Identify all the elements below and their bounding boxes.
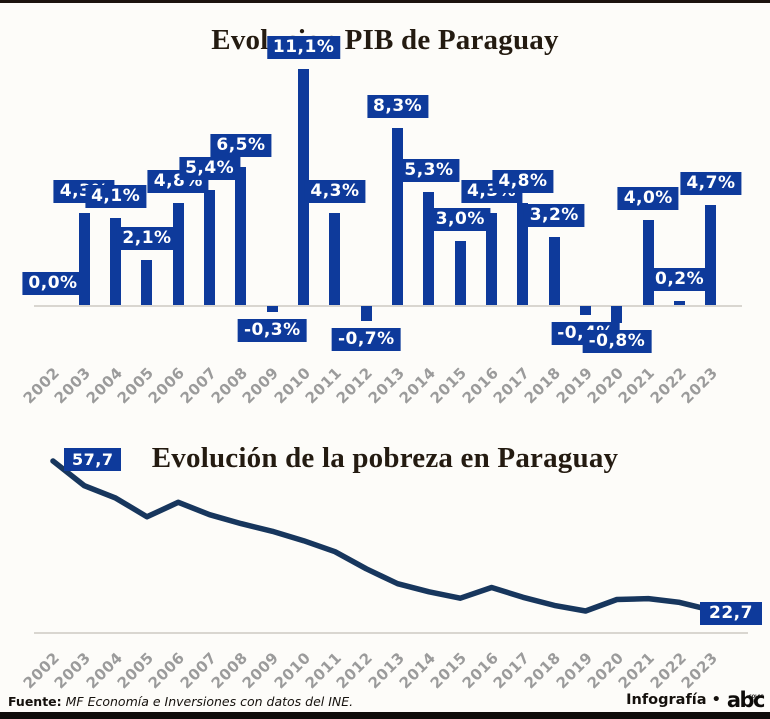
bar-value-2017: 4,8% [492, 169, 554, 193]
bar-2008 [235, 166, 247, 305]
bar-value-2010: 11,1% [266, 35, 341, 59]
bar-value-2020: -0,8% [582, 330, 652, 354]
poverty-line-series [50, 458, 714, 614]
bar-value-2013: 8,3% [367, 95, 429, 119]
bar-value-2015: 3,0% [429, 208, 491, 232]
credit-text: Infografía • [626, 692, 721, 708]
bar-value-2002: 0,0% [22, 272, 84, 295]
bar-value-2011: 4,3% [304, 180, 366, 204]
bar-2023 [705, 204, 717, 305]
abc-logo-text: abc [726, 688, 766, 712]
bar-2009 [266, 306, 278, 313]
bar-value-2023: 4,7% [680, 171, 742, 195]
poverty-x-axis-line [34, 632, 748, 634]
source-credit: Fuente: MF Economía e Inversiones con da… [8, 694, 353, 709]
pib-chart-title: Evolucion PIB de Paraguay [211, 24, 559, 57]
bar-value-2012: -0,7% [331, 327, 401, 351]
bar-2011 [329, 213, 341, 305]
bar-value-2007: 5,4% [179, 156, 241, 180]
poverty-last-value-label: 22,7 [700, 602, 762, 625]
bar-2016 [486, 213, 498, 305]
source-text: MF Economía e Inversiones con datos del … [65, 694, 354, 709]
bottom-border-rule [0, 712, 770, 719]
abc-color-logo: abc COLOR [726, 688, 766, 712]
bar-value-2004: 4,1% [85, 184, 147, 208]
bar-2013 [392, 128, 404, 305]
bar-2012 [360, 306, 372, 321]
bar-2006 [172, 202, 184, 305]
bar-2015 [454, 241, 466, 305]
bar-2018 [548, 236, 560, 305]
bar-2017 [517, 202, 529, 305]
infographic-credit: Infografía • abc COLOR [626, 688, 766, 712]
bar-value-2009: -0,3% [237, 319, 307, 343]
source-label: Fuente: [8, 694, 62, 709]
abc-logo-small-text: COLOR [748, 694, 764, 699]
bar-2021 [642, 219, 654, 305]
bar-value-2022: 0,2% [649, 267, 711, 291]
bar-2019 [580, 306, 592, 315]
poverty-first-value-label: 57,7 [64, 448, 122, 471]
bar-value-2008: 6,5% [210, 133, 272, 157]
bar-2007 [204, 189, 216, 305]
bar-value-2018: 3,2% [523, 203, 585, 227]
bar-2020 [611, 306, 623, 324]
bar-value-2021: 4,0% [617, 186, 679, 210]
bar-2005 [141, 260, 153, 305]
bar-value-2005: 2,1% [116, 227, 178, 251]
top-border-rule [0, 0, 770, 3]
bar-2022 [674, 300, 686, 305]
pib-x-axis-line [34, 305, 742, 307]
bar-2014 [423, 192, 435, 305]
bar-2004 [110, 217, 122, 305]
bar-2010 [298, 68, 310, 305]
bar-value-2014: 5,3% [398, 159, 460, 183]
bar-2003 [78, 213, 90, 305]
